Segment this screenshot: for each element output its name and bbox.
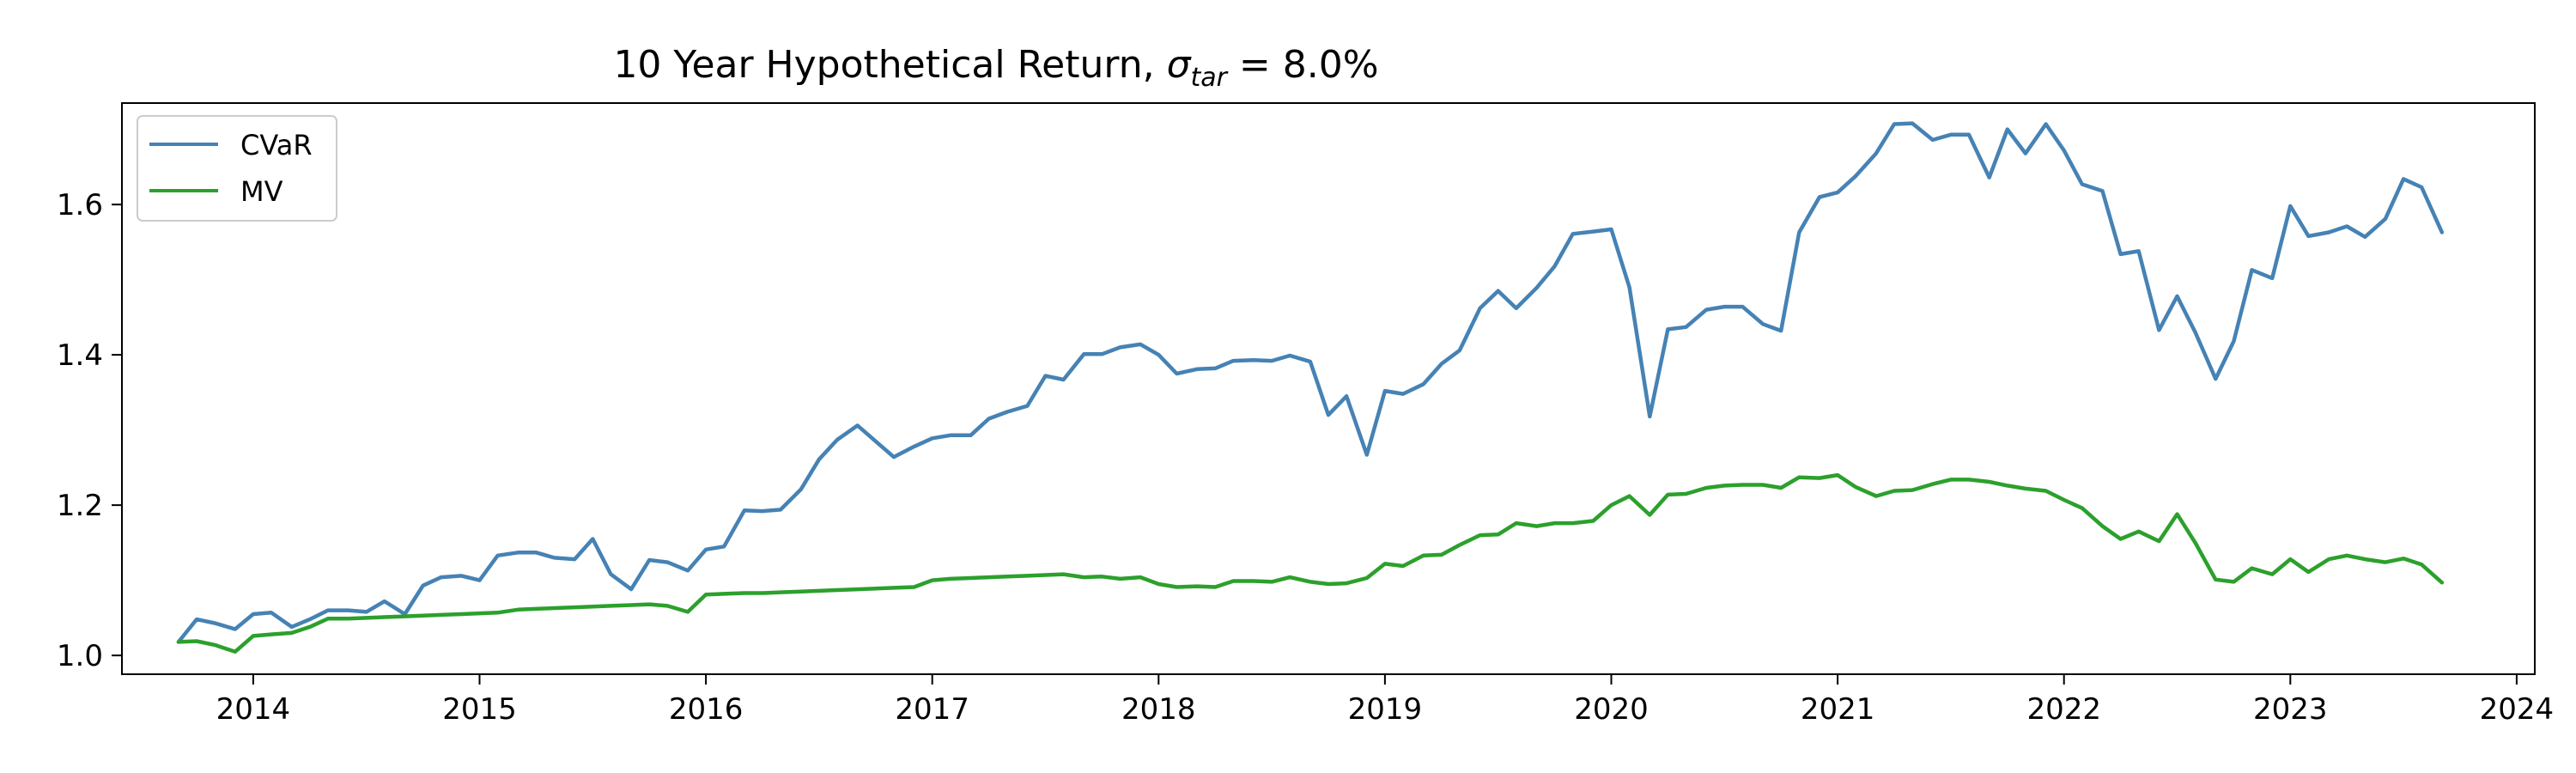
- series-line-mv: [176, 472, 2445, 654]
- x-tick-label: 2022: [2026, 692, 2101, 727]
- y-tick-label: 1.4: [57, 338, 103, 373]
- y-tick-label: 1.6: [57, 188, 103, 222]
- x-tick-label: 2019: [1348, 692, 1423, 727]
- chart-title: 10 Year Hypothetical Return, σtar = 8.0%: [613, 43, 1378, 93]
- ticks-layer: 2014 2015 2016 2017 2018 2019 2020 2021 2022 2023…: [57, 188, 2554, 727]
- series-layer: [176, 121, 2445, 654]
- x-tick-label: 2015: [442, 692, 517, 727]
- x-tick-label: 2024: [2480, 692, 2555, 727]
- legend: CVaR MV: [137, 115, 337, 222]
- x-tick-label: 2020: [1574, 692, 1649, 727]
- legend-label-cvar: CVaR: [240, 129, 313, 161]
- chart-title-subscript: tar: [1190, 63, 1228, 93]
- legend-label-mv: MV: [240, 175, 283, 208]
- x-tick-label: 2014: [216, 692, 291, 727]
- chart-title-main: 10 Year Hypothetical Return,: [613, 43, 1166, 87]
- x-tick-label: 2017: [895, 692, 969, 727]
- y-tick-label: 1.0: [57, 639, 103, 673]
- x-tick-label: 2023: [2253, 692, 2328, 727]
- x-tick-label: 2018: [1121, 692, 1196, 727]
- series-line-cvar: [176, 121, 2445, 644]
- x-tick-label: 2021: [1801, 692, 1875, 727]
- chart-title-sigma: σ: [1167, 43, 1192, 87]
- chart-title-end: = 8.0%: [1227, 43, 1379, 87]
- x-tick-label: 2016: [669, 692, 744, 727]
- legend-box: [137, 115, 337, 222]
- plot-frame: [121, 102, 2536, 675]
- y-tick-label: 1.2: [57, 489, 103, 523]
